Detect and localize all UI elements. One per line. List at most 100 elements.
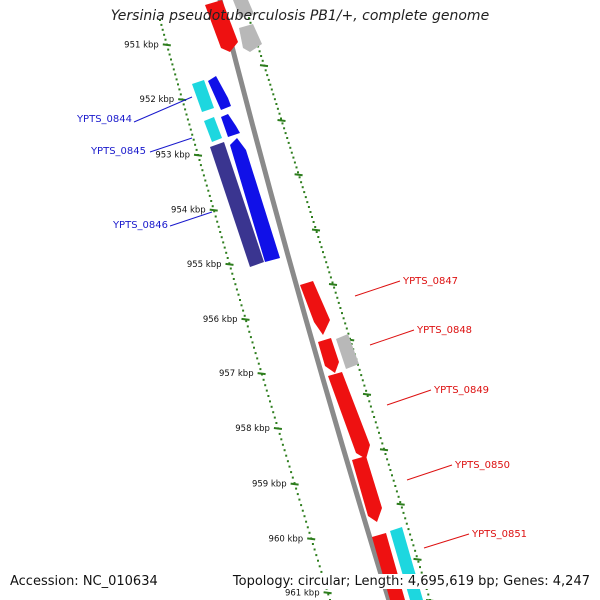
tick-minor-dot bbox=[168, 53, 171, 56]
tick-minor-dot bbox=[301, 186, 304, 189]
tick-minor-dot bbox=[243, 314, 246, 317]
gene-arrow-0847[interactable] bbox=[300, 281, 330, 335]
tick-minor-dot bbox=[374, 421, 377, 424]
gene-arrow-0849[interactable] bbox=[328, 372, 370, 459]
gene-label-0850[interactable]: YPTS_0850 bbox=[454, 460, 510, 471]
gene-block-cyan-0845[interactable] bbox=[204, 117, 222, 142]
tick-minor-dot bbox=[304, 196, 307, 199]
tick-label: 956 kbp bbox=[203, 315, 238, 325]
tick-minor-dot bbox=[272, 93, 275, 96]
gene-arrow-0845[interactable] bbox=[221, 114, 240, 137]
tick-minor-dot bbox=[201, 169, 204, 172]
tick-label: 952 kbp bbox=[140, 95, 175, 105]
tick-minor-dot bbox=[164, 38, 167, 41]
tick-minor-dot bbox=[344, 322, 347, 325]
tick-minor-dot bbox=[397, 495, 400, 498]
tick-minor-dot bbox=[399, 501, 402, 504]
gene-block-0846-dark[interactable] bbox=[210, 142, 264, 267]
gene-arrow-0844[interactable] bbox=[208, 76, 231, 110]
gene-label-0845[interactable]: YPTS_0845 bbox=[90, 146, 146, 157]
gene-label-0849[interactable]: YPTS_0849 bbox=[433, 385, 489, 396]
tick-minor-dot bbox=[407, 528, 410, 531]
tick-minor-dot bbox=[222, 241, 225, 244]
tick-layer: 951 kbp 952 kbp 953 kbp 954 kbp 955 kbp 956 k… bbox=[124, 0, 435, 600]
tick-minor-dot bbox=[328, 271, 331, 274]
tick-minor-dot bbox=[395, 490, 398, 493]
tick-minor-dot bbox=[318, 565, 321, 568]
tick-major-mark bbox=[290, 482, 299, 486]
tick-major-mark-right bbox=[362, 392, 372, 396]
tick-minor-dot bbox=[195, 148, 198, 151]
tick-minor-dot bbox=[349, 337, 351, 340]
tick-minor-dot bbox=[387, 463, 390, 466]
tick-minor-dot bbox=[172, 68, 175, 71]
tick-minor-dot bbox=[272, 411, 275, 414]
tick-minor-dot bbox=[412, 544, 415, 547]
tick-minor-dot bbox=[327, 593, 330, 596]
tick-minor-dot bbox=[415, 555, 418, 558]
gene-label-0846[interactable]: YPTS_0846 bbox=[112, 220, 168, 231]
tick-major-mark-right bbox=[413, 557, 422, 561]
tick-minor-dot bbox=[266, 74, 269, 77]
tick-minor-dot bbox=[184, 108, 187, 111]
tick-minor-dot bbox=[369, 405, 372, 408]
gene-arrow-partial[interactable] bbox=[205, 0, 238, 52]
tick-minor-dot bbox=[237, 293, 240, 296]
gene-arrow-0846[interactable] bbox=[230, 138, 280, 262]
tick-minor-dot bbox=[296, 493, 299, 496]
tick-minor-dot bbox=[225, 251, 228, 254]
tick-minor-dot bbox=[240, 304, 243, 307]
tick-major-mark bbox=[307, 537, 316, 541]
tick-minor-dot bbox=[420, 571, 423, 574]
tick-major-mark bbox=[225, 262, 234, 266]
tick-minor-dot bbox=[163, 33, 166, 36]
gene-label-0848[interactable]: YPTS_0848 bbox=[416, 325, 472, 336]
tick-label: 960 kbp bbox=[269, 534, 304, 544]
tick-minor-dot bbox=[191, 133, 194, 136]
gene-block-cyan-0844[interactable] bbox=[192, 80, 214, 112]
tick-minor-dot bbox=[276, 107, 279, 110]
gene-arrow-partial-gray-top[interactable] bbox=[233, 0, 254, 18]
gene-label-0847[interactable]: YPTS_0847 bbox=[402, 276, 458, 287]
tick-minor-dot bbox=[394, 485, 397, 487]
tick-minor-dot bbox=[256, 357, 259, 360]
gene-label-0844[interactable]: YPTS_0844 bbox=[76, 114, 132, 125]
tick-minor-dot bbox=[275, 103, 278, 105]
tick-minor-dot bbox=[160, 23, 163, 26]
tick-major-mark bbox=[209, 208, 218, 212]
gene-arrow-partial-gray[interactable] bbox=[239, 24, 262, 52]
gene-label-0851[interactable]: YPTS_0851 bbox=[471, 529, 527, 540]
tick-minor-dot bbox=[318, 241, 321, 244]
tick-minor-dot bbox=[323, 256, 326, 259]
tick-minor-dot bbox=[186, 118, 189, 121]
tick-minor-dot bbox=[235, 288, 238, 291]
gene-arrow-0848[interactable] bbox=[318, 338, 339, 373]
tick-minor-dot bbox=[297, 171, 299, 174]
tick-minor-dot bbox=[167, 48, 170, 51]
tick-minor-dot bbox=[258, 50, 261, 53]
tick-minor-dot bbox=[280, 438, 283, 441]
tick-minor-dot bbox=[283, 449, 286, 452]
tick-minor-dot bbox=[410, 538, 413, 541]
tick-minor-dot bbox=[382, 447, 385, 450]
tick-minor-dot bbox=[320, 570, 323, 573]
gene-block-gray-0848[interactable] bbox=[336, 334, 359, 369]
tick-minor-dot bbox=[336, 296, 339, 299]
tick-minor-dot bbox=[391, 474, 393, 477]
tick-minor-dot bbox=[300, 504, 303, 507]
tick-minor-dot bbox=[228, 262, 231, 265]
gene-arrow-0850[interactable] bbox=[352, 456, 382, 522]
tick-minor-dot bbox=[341, 312, 343, 315]
label-leader-layer bbox=[133, 96, 470, 549]
tick-minor-dot bbox=[329, 276, 332, 279]
tick-minor-dot bbox=[253, 346, 255, 349]
tick-minor-dot bbox=[267, 78, 270, 81]
tick-minor-dot bbox=[177, 83, 179, 86]
tick-minor-dot bbox=[231, 272, 234, 275]
tick-minor-dot bbox=[273, 416, 276, 419]
tick-minor-dot bbox=[417, 560, 420, 563]
tick-label: 951 kbp bbox=[124, 40, 159, 50]
tick-minor-dot bbox=[286, 137, 289, 139]
tick-minor-dot bbox=[232, 278, 235, 280]
tick-minor-dot bbox=[259, 368, 262, 371]
